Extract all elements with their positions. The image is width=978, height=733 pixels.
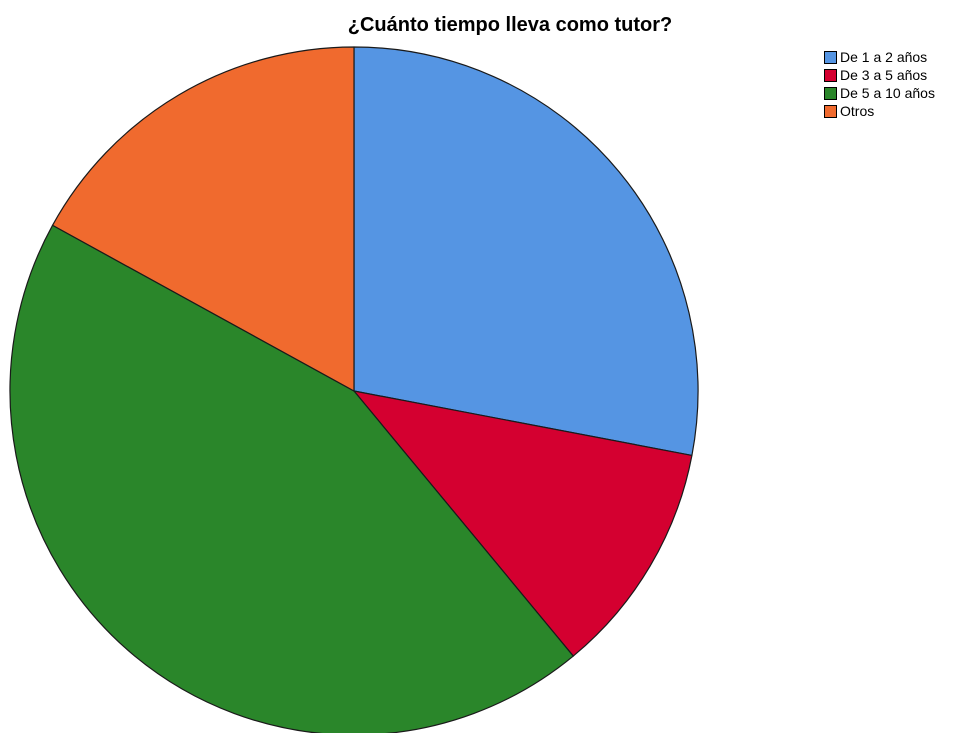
legend-item-1: De 3 a 5 años [824, 66, 935, 84]
pie-slice-1 [353, 390, 693, 657]
legend-swatch [824, 86, 837, 100]
pie-slice-2 [9, 224, 574, 733]
chart-title: ¿Cuánto tiempo lleva como tutor? [347, 14, 673, 36]
legend-label: De 3 a 5 años [840, 67, 928, 83]
legend-label: Otros [840, 103, 875, 119]
legend-label: De 5 a 10 años [840, 85, 935, 101]
legend-label: De 1 a 2 años [840, 49, 928, 65]
pie-slice-3 [51, 46, 355, 392]
legend-swatch [824, 104, 837, 118]
legend-item-3: Otros [824, 102, 935, 120]
legend-item-2: De 5 a 10 años [824, 84, 935, 102]
pie-slices [9, 46, 699, 733]
pie-slice-0 [353, 46, 699, 457]
legend-item-0: De 1 a 2 años [824, 48, 935, 66]
legend-swatch [824, 68, 837, 82]
chart-legend: De 1 a 2 años De 3 a 5 años De 5 a 10 añ… [824, 48, 935, 120]
legend-swatch [824, 50, 837, 64]
